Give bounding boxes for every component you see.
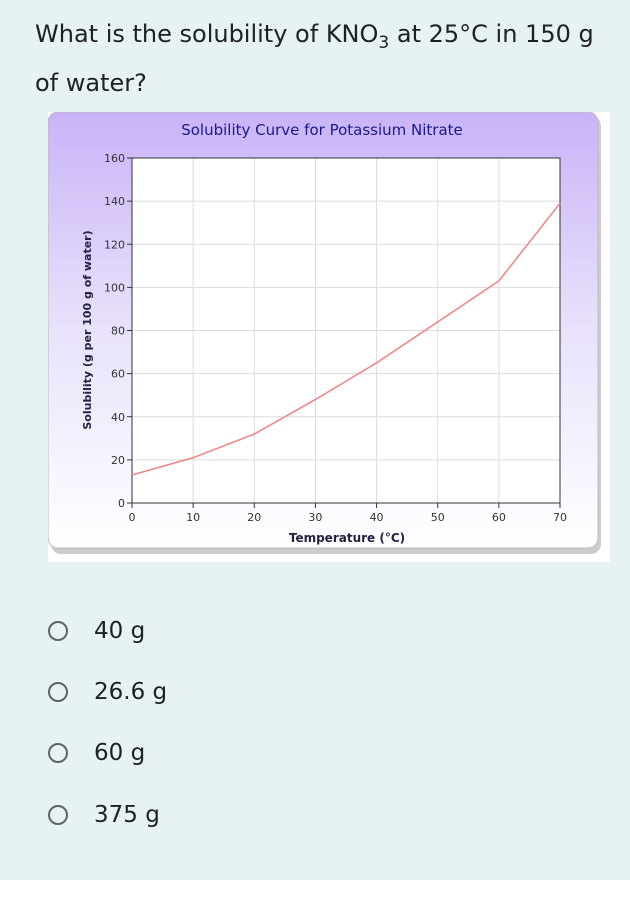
solubility-series-line xyxy=(131,202,561,476)
y-tick-label: 160 xyxy=(104,152,125,165)
option-item[interactable]: 375 g xyxy=(48,795,348,835)
question-text: What is the solubility of KNO3 at 25°C i… xyxy=(35,14,615,103)
x-axis-label: Temperature (°C) xyxy=(289,531,405,545)
solubility-chart: Solubility Curve for Potassium Nitrate 0… xyxy=(48,112,601,554)
option-label: 40 g xyxy=(94,618,146,644)
y-tick-label: 80 xyxy=(111,325,125,338)
radio-button[interactable] xyxy=(48,743,68,763)
x-tick-label: 10 xyxy=(186,511,200,524)
option-item[interactable]: 26.6 g xyxy=(48,672,348,712)
x-tick-label: 0 xyxy=(129,511,136,524)
option-label: 60 g xyxy=(94,740,146,766)
y-tick-label: 140 xyxy=(104,195,125,208)
y-tick-label: 20 xyxy=(111,454,125,467)
solubility-chart-image: Solubility Curve for Potassium Nitrate 0… xyxy=(48,112,610,562)
x-tick-label: 70 xyxy=(553,511,567,524)
y-axis-label: Solubility (g per 100 g of water) xyxy=(81,230,94,429)
x-tick-label: 30 xyxy=(308,511,322,524)
option-item[interactable]: 40 g xyxy=(48,611,348,651)
radio-button[interactable] xyxy=(48,805,68,825)
y-tick-label: 40 xyxy=(111,411,125,424)
question-card: What is the solubility of KNO3 at 25°C i… xyxy=(0,0,630,880)
y-tick-label: 100 xyxy=(104,281,125,294)
question-text-part: at 25°C in 150 g of water? xyxy=(35,20,594,97)
option-label: 26.6 g xyxy=(94,679,168,705)
question-text-part: What is the solubility of KNO xyxy=(35,20,379,48)
radio-button[interactable] xyxy=(48,621,68,641)
y-tick-label: 120 xyxy=(104,238,125,251)
option-label: 375 g xyxy=(94,802,160,828)
question-subscript: 3 xyxy=(378,32,390,53)
option-item[interactable]: 60 g xyxy=(48,733,348,773)
x-tick-label: 60 xyxy=(492,511,506,524)
y-tick-label: 60 xyxy=(111,368,125,381)
x-tick-label: 50 xyxy=(431,511,445,524)
radio-button[interactable] xyxy=(48,682,68,702)
plot-border xyxy=(131,157,561,504)
x-tick-label: 20 xyxy=(247,511,261,524)
y-tick-label: 0 xyxy=(118,497,125,510)
chart-title: Solubility Curve for Potassium Nitrate xyxy=(181,121,463,139)
x-tick-label: 40 xyxy=(370,511,384,524)
